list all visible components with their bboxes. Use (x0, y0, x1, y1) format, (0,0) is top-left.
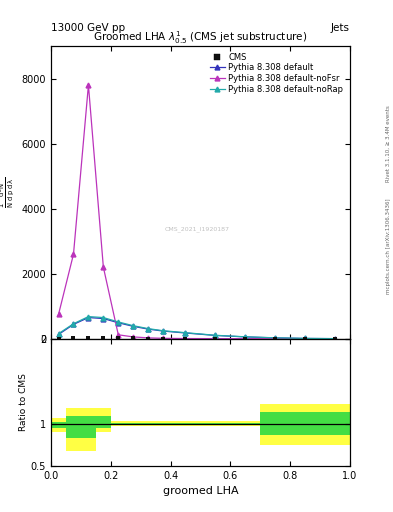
Point (272, 334, 278, 343)
Text: Rivet 3.1.10, ≥ 3.4M events: Rivet 3.1.10, ≥ 3.4M events (386, 105, 391, 182)
Point (145, 334, 151, 343)
Point (332, 335, 338, 343)
X-axis label: groomed LHA: groomed LHA (163, 486, 238, 496)
Y-axis label: $\mathregular{\frac{1}{N}\,\frac{d^2N}{d\,p\;d\,\lambda}}$: $\mathregular{\frac{1}{N}\,\frac{d^2N}{d… (0, 177, 17, 208)
Text: mcplots.cern.ch [arXiv:1306.3436]: mcplots.cern.ch [arXiv:1306.3436] (386, 198, 391, 293)
Point (115, 334, 121, 343)
Text: 13000 GeV pp: 13000 GeV pp (51, 23, 125, 33)
Text: Jets: Jets (331, 23, 350, 33)
Legend: CMS, Pythia 8.308 default, Pythia 8.308 default-noFsr, Pythia 8.308 default-noRa: CMS, Pythia 8.308 default, Pythia 8.308 … (207, 50, 345, 96)
Point (100, 334, 107, 342)
Point (160, 334, 166, 343)
Title: Groomed LHA $\lambda^{1}_{0.5}$ (CMS jet substructure): Groomed LHA $\lambda^{1}_{0.5}$ (CMS jet… (93, 29, 308, 46)
Text: CMS_2021_I1920187: CMS_2021_I1920187 (165, 226, 230, 232)
Point (130, 334, 136, 343)
Point (182, 334, 189, 343)
Y-axis label: Ratio to CMS: Ratio to CMS (19, 373, 28, 431)
Point (302, 335, 308, 343)
Point (85, 334, 92, 342)
Point (212, 334, 219, 343)
Point (70, 334, 77, 343)
Point (55, 334, 62, 343)
Point (242, 334, 248, 343)
